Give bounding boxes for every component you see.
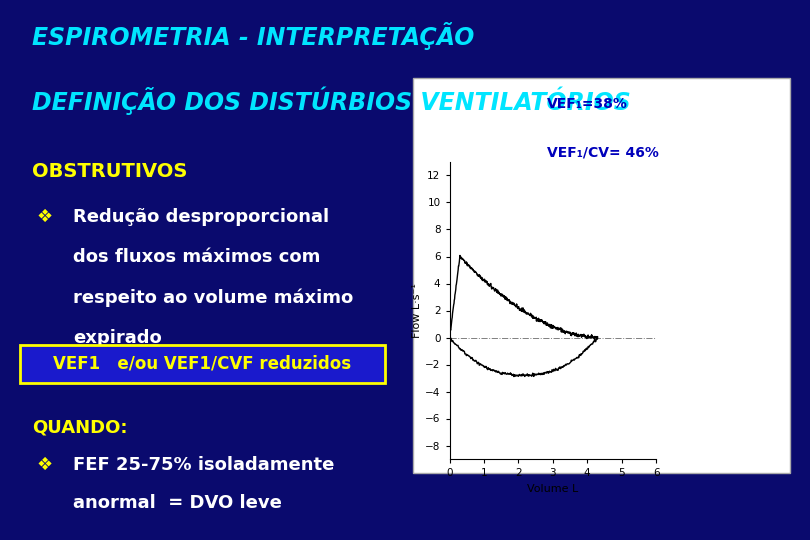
Text: expirado: expirado bbox=[73, 329, 162, 347]
Text: ESPIROMETRIA - INTERPRETAÇÃO: ESPIROMETRIA - INTERPRETAÇÃO bbox=[32, 22, 475, 50]
FancyBboxPatch shape bbox=[413, 78, 790, 472]
Text: VEF₁=38%: VEF₁=38% bbox=[547, 97, 628, 111]
Text: anormal  = DVO leve: anormal = DVO leve bbox=[73, 494, 282, 512]
Text: Redução desproporcional: Redução desproporcional bbox=[73, 208, 329, 226]
Text: respeito ao volume máximo: respeito ao volume máximo bbox=[73, 289, 353, 307]
Text: PFE=48%: PFE=48% bbox=[547, 194, 621, 208]
Text: FEF 25-75% isoladamente: FEF 25-75% isoladamente bbox=[73, 456, 335, 474]
Text: QUANDO:: QUANDO: bbox=[32, 418, 128, 436]
Text: CPT=101%: CPT=101% bbox=[547, 243, 632, 257]
Text: VEF1   e/ou VEF1/CVF reduzidos: VEF1 e/ou VEF1/CVF reduzidos bbox=[53, 355, 352, 373]
Text: dos fluxos máximos com: dos fluxos máximos com bbox=[73, 248, 320, 266]
Text: OBSTRUTIVOS: OBSTRUTIVOS bbox=[32, 162, 188, 181]
Text: DEFINIÇÃO DOS DISTÚRBIOS VENTILATÓRIOS: DEFINIÇÃO DOS DISTÚRBIOS VENTILATÓRIOS bbox=[32, 86, 631, 115]
Text: ❖: ❖ bbox=[36, 208, 53, 226]
Text: ❖: ❖ bbox=[36, 456, 53, 474]
Y-axis label: Flow L·s⁻¹: Flow L·s⁻¹ bbox=[412, 283, 422, 338]
X-axis label: Volume L: Volume L bbox=[527, 484, 578, 494]
Text: VEF₁/CV= 46%: VEF₁/CV= 46% bbox=[547, 146, 659, 160]
FancyBboxPatch shape bbox=[20, 345, 385, 383]
